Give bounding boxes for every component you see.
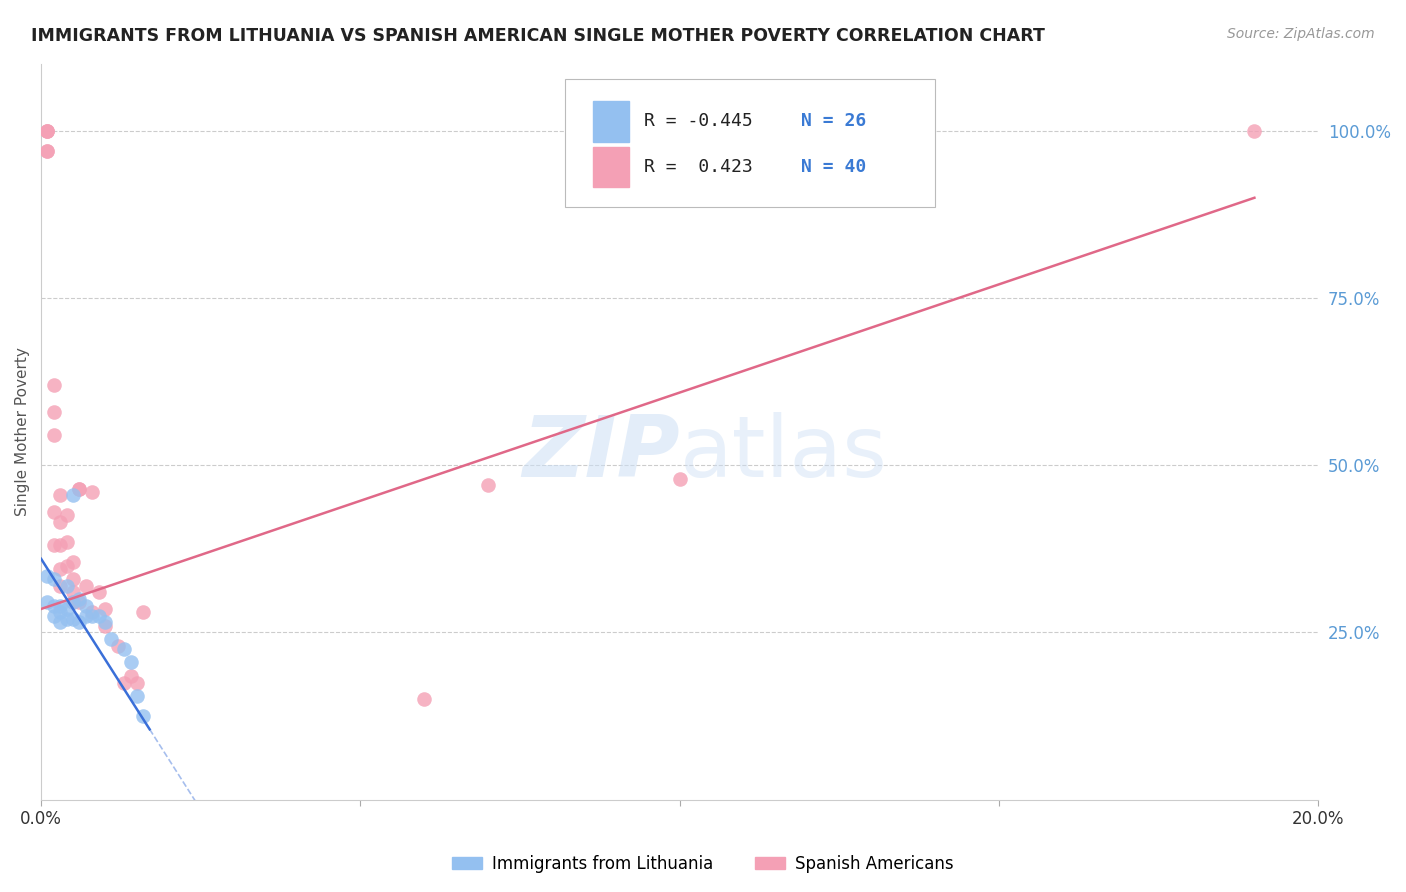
Point [37,124,59,138]
Point [37,568,59,582]
Point [107,639,129,653]
Point [42,538,65,552]
Point [75,599,97,613]
Point [62,612,84,626]
Text: ZIP: ZIP [522,412,679,495]
Point [477,478,499,492]
Point [42,608,65,623]
Point [62,595,84,609]
Point [55,612,77,626]
Point [132,709,155,723]
Text: N = 26: N = 26 [801,112,866,130]
Point [37,144,59,158]
Text: IMMIGRANTS FROM LITHUANIA VS SPANISH AMERICAN SINGLE MOTHER POVERTY CORRELATION : IMMIGRANTS FROM LITHUANIA VS SPANISH AME… [31,27,1045,45]
Point [37,144,59,158]
Point [82,605,104,619]
Point [42,405,65,419]
Point [125,675,148,690]
Point [112,642,135,657]
Point [62,555,84,569]
Point [75,578,97,592]
Point [42,572,65,586]
Point [55,558,77,573]
Point [49,562,72,576]
Point [49,578,72,592]
Point [120,656,142,670]
Point [125,689,148,703]
Point [37,124,59,138]
Point [1243,124,1265,138]
Text: N = 40: N = 40 [801,158,866,176]
Point [67,482,90,496]
Point [42,505,65,519]
Point [67,482,90,496]
Point [49,515,72,529]
Bar [593,147,628,187]
Text: R =  0.423: R = 0.423 [644,158,752,176]
Point [42,378,65,392]
Point [120,669,142,683]
Point [112,675,135,690]
FancyBboxPatch shape [565,78,935,208]
Point [37,124,59,138]
Y-axis label: Single Mother Poverty: Single Mother Poverty [15,347,30,516]
Point [62,488,84,502]
Point [49,599,72,613]
Legend: Immigrants from Lithuania, Spanish Americans: Immigrants from Lithuania, Spanish Ameri… [446,848,960,880]
Point [100,632,122,646]
Point [87,585,110,599]
Point [94,618,117,632]
Bar [593,101,628,142]
Text: atlas: atlas [679,412,887,495]
Text: Source: ZipAtlas.com: Source: ZipAtlas.com [1227,27,1375,41]
Point [82,608,104,623]
Point [62,595,84,609]
Point [75,608,97,623]
Point [94,615,117,630]
Point [62,585,84,599]
Point [42,428,65,442]
Point [55,535,77,549]
Point [87,608,110,623]
Point [67,595,90,609]
Point [49,605,72,619]
Point [37,595,59,609]
Point [62,572,84,586]
Point [132,605,155,619]
Point [67,615,90,630]
Point [49,488,72,502]
Point [55,508,77,523]
Point [55,602,77,616]
Point [668,472,690,486]
Point [94,602,117,616]
Point [413,692,436,706]
Text: R = -0.445: R = -0.445 [644,112,752,130]
Point [82,485,104,500]
Point [55,578,77,592]
Point [49,615,72,630]
Point [42,599,65,613]
Point [67,591,90,606]
Point [49,538,72,552]
